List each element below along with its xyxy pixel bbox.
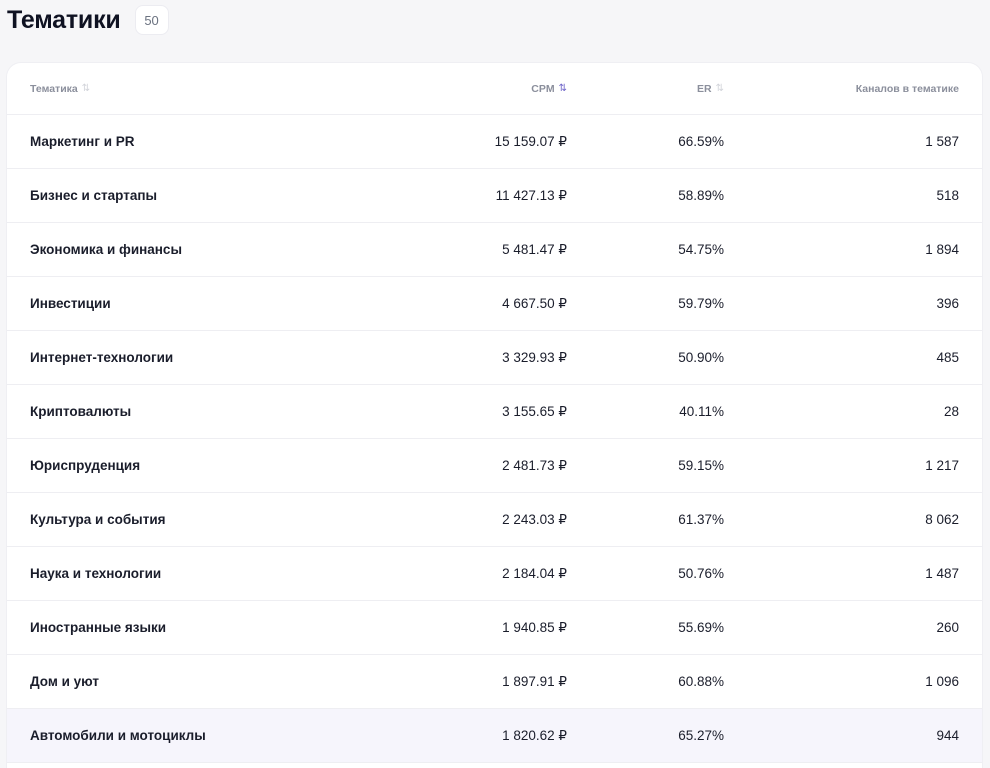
er-value: 58.89% [678, 188, 724, 203]
column-header-label: Каналов в тематике [855, 82, 959, 95]
er-value: 54.75% [678, 242, 724, 257]
table-row[interactable]: Бизнес и стартапы 11 427.13 ₽ 58.89% 518 [7, 169, 982, 223]
topics-table: Тематика ⇅ CPM ⇅ ER ⇅ Каналов в тематике… [7, 63, 982, 768]
channels-count: 396 [936, 296, 959, 311]
page-title: Тематики [7, 5, 121, 34]
sort-active-icon[interactable]: ⇅ [558, 82, 567, 94]
channels-count: 1 587 [925, 134, 959, 149]
channels-count: 1 894 [925, 242, 959, 257]
table-row[interactable]: Юриспруденция 2 481.73 ₽ 59.15% 1 217 [7, 439, 982, 493]
table-row[interactable]: Инвестиции 4 667.50 ₽ 59.79% 396 [7, 277, 982, 331]
table-header: Тематика ⇅ CPM ⇅ ER ⇅ Каналов в тематике [7, 63, 982, 115]
table-row[interactable]: Маркетинг и PR 15 159.07 ₽ 66.59% 1 587 [7, 115, 982, 169]
channels-count: 1 217 [925, 458, 959, 473]
column-header-cpm[interactable]: CPM ⇅ [387, 63, 567, 114]
channels-count: 28 [943, 404, 959, 419]
cpm-value: 1 940.85 ₽ [502, 619, 567, 635]
cpm-value: 15 159.07 ₽ [494, 133, 567, 149]
column-header-label: Тематика [30, 82, 78, 95]
sort-icon[interactable]: ⇅ [81, 82, 91, 94]
column-header-label: ER [697, 82, 712, 95]
er-value: 59.79% [678, 296, 724, 311]
count-badge: 50 [134, 5, 169, 35]
table-row[interactable]: Наука и технологии 2 184.04 ₽ 50.76% 1 4… [7, 547, 982, 601]
topic-name[interactable]: Юриспруденция [30, 458, 141, 473]
er-value: 40.11% [679, 404, 724, 419]
channels-count: 1 096 [925, 674, 959, 689]
cpm-value: 2 184.04 ₽ [502, 565, 567, 581]
cpm-value: 1 820.62 ₽ [502, 727, 567, 743]
channels-count: 260 [936, 620, 959, 635]
cpm-value: 5 481.47 ₽ [502, 241, 567, 257]
cpm-value: 1 897.91 ₽ [502, 673, 567, 689]
cpm-value: 3 155.65 ₽ [502, 403, 567, 419]
cpm-value: 4 667.50 ₽ [502, 295, 567, 311]
topic-name[interactable]: Интернет-технологии [30, 350, 174, 365]
table-row[interactable]: Дом и уют 1 897.91 ₽ 60.88% 1 096 [7, 655, 982, 709]
cpm-value: 2 243.03 ₽ [502, 511, 567, 527]
topic-name[interactable]: Дом и уют [30, 674, 99, 689]
er-value: 65.27% [678, 728, 724, 743]
table-body: Маркетинг и PR 15 159.07 ₽ 66.59% 1 587 … [7, 115, 982, 763]
column-header-label: CPM [531, 82, 555, 95]
column-header-channels: Каналов в тематике [727, 63, 959, 114]
topic-name[interactable]: Наука и технологии [30, 566, 162, 581]
column-header-topic[interactable]: Тематика ⇅ [30, 63, 390, 114]
er-value: 50.76% [678, 566, 724, 581]
table-row-hovered[interactable]: Автомобили и мотоциклы 1 820.62 ₽ 65.27%… [7, 709, 982, 763]
cpm-value: 3 329.93 ₽ [502, 349, 567, 365]
topic-name[interactable]: Инвестиции [30, 296, 111, 311]
sort-icon[interactable]: ⇅ [715, 82, 724, 94]
er-value: 61.37% [678, 512, 724, 527]
page-header: Тематики 50 [7, 4, 169, 36]
channels-count: 485 [936, 350, 959, 365]
channels-count: 944 [936, 728, 959, 743]
er-value: 60.88% [678, 674, 724, 689]
channels-count: 8 062 [925, 512, 959, 527]
topic-name[interactable]: Криптовалюты [30, 404, 132, 419]
channels-count: 1 487 [925, 566, 959, 581]
table-row[interactable]: Криптовалюты 3 155.65 ₽ 40.11% 28 [7, 385, 982, 439]
er-value: 66.59% [678, 134, 724, 149]
topic-name[interactable]: Культура и события [30, 512, 166, 527]
topic-name[interactable]: Автомобили и мотоциклы [30, 728, 206, 743]
er-value: 55.69% [678, 620, 724, 635]
cpm-value: 11 427.13 ₽ [495, 187, 567, 203]
topic-name[interactable]: Экономика и финансы [30, 242, 182, 257]
cpm-value: 2 481.73 ₽ [502, 457, 567, 473]
topic-name[interactable]: Маркетинг и PR [30, 134, 135, 149]
column-header-er[interactable]: ER ⇅ [567, 63, 724, 114]
table-row[interactable]: Культура и события 2 243.03 ₽ 61.37% 8 0… [7, 493, 982, 547]
table-row[interactable]: Иностранные языки 1 940.85 ₽ 55.69% 260 [7, 601, 982, 655]
er-value: 59.15% [678, 458, 724, 473]
table-row[interactable]: Экономика и финансы 5 481.47 ₽ 54.75% 1 … [7, 223, 982, 277]
topic-name[interactable]: Бизнес и стартапы [30, 188, 158, 203]
channels-count: 518 [936, 188, 959, 203]
er-value: 50.90% [678, 350, 724, 365]
topic-name[interactable]: Иностранные языки [30, 620, 167, 635]
table-row[interactable]: Интернет-технологии 3 329.93 ₽ 50.90% 48… [7, 331, 982, 385]
